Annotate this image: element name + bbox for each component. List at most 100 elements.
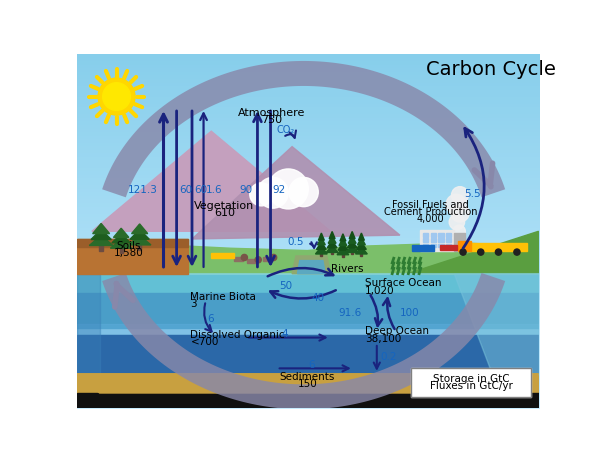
Polygon shape [358,234,364,241]
Text: Cement Production: Cement Production [384,207,478,217]
Text: Sediments: Sediments [280,371,335,381]
Polygon shape [77,293,539,328]
Circle shape [255,257,262,263]
FancyBboxPatch shape [412,369,531,397]
Polygon shape [91,230,112,240]
Polygon shape [439,239,444,242]
Text: 121.3: 121.3 [128,185,158,195]
Text: 92: 92 [273,185,286,195]
Polygon shape [326,246,338,253]
Polygon shape [423,244,428,248]
Polygon shape [192,147,400,240]
Circle shape [449,215,464,230]
Polygon shape [320,253,322,257]
Circle shape [103,84,130,111]
Polygon shape [130,230,149,240]
Text: 91.6: 91.6 [338,308,361,318]
Polygon shape [351,252,353,255]
Text: 1,580: 1,580 [114,247,144,257]
Text: 4: 4 [281,328,288,338]
Polygon shape [431,244,436,248]
Polygon shape [317,238,325,245]
Polygon shape [77,393,539,409]
Polygon shape [361,253,362,257]
Text: 0.5: 0.5 [287,237,304,247]
Text: 100: 100 [400,308,419,318]
Polygon shape [346,246,358,253]
Circle shape [241,255,247,261]
Polygon shape [77,324,539,336]
Polygon shape [439,244,444,248]
Polygon shape [247,259,257,263]
Polygon shape [233,257,243,261]
Polygon shape [329,232,335,239]
Polygon shape [128,236,151,246]
Polygon shape [340,234,346,241]
Text: Deep Ocean: Deep Ocean [365,325,429,335]
Text: 50: 50 [279,280,292,291]
Polygon shape [110,240,132,249]
Polygon shape [356,247,367,254]
Text: 1.6: 1.6 [206,185,223,195]
Polygon shape [356,243,367,250]
Circle shape [451,204,469,223]
Circle shape [98,79,135,116]
Polygon shape [292,257,331,274]
Polygon shape [77,274,100,374]
Polygon shape [342,254,344,257]
Polygon shape [100,244,103,251]
Text: Atmosphere: Atmosphere [238,108,305,118]
Circle shape [268,169,308,209]
Text: Vegetation: Vegetation [194,201,254,211]
Polygon shape [339,239,347,246]
Polygon shape [358,238,365,245]
Polygon shape [454,274,539,374]
Circle shape [289,178,318,207]
Text: 0.2: 0.2 [380,351,397,361]
Circle shape [478,249,484,256]
Polygon shape [77,240,188,274]
Text: 4,000: 4,000 [417,214,445,224]
Polygon shape [77,374,539,393]
Polygon shape [89,236,113,246]
Text: 3: 3 [190,298,197,308]
Text: Soils: Soils [116,241,141,251]
Text: 90: 90 [239,185,252,195]
Polygon shape [328,236,336,244]
Text: Fluxes in GtC/yr: Fluxes in GtC/yr [430,381,513,391]
Polygon shape [349,232,355,239]
Text: <700: <700 [190,336,219,346]
Circle shape [250,184,273,207]
Text: 610: 610 [214,207,235,218]
Polygon shape [77,274,539,293]
Polygon shape [446,233,451,237]
Polygon shape [263,257,272,261]
Text: Dissolved Organic: Dissolved Organic [190,329,285,339]
Polygon shape [440,246,457,250]
Circle shape [460,249,466,256]
Polygon shape [92,224,110,234]
Polygon shape [423,239,428,242]
Polygon shape [77,243,539,274]
Circle shape [514,249,520,256]
Polygon shape [113,229,129,238]
Polygon shape [319,234,325,241]
Polygon shape [423,233,428,237]
Polygon shape [446,244,451,248]
Text: Fossil Fuels and: Fossil Fuels and [392,200,469,210]
Text: Storage in GtC: Storage in GtC [433,373,510,383]
Polygon shape [211,253,235,259]
Text: 750: 750 [261,115,282,124]
Polygon shape [138,244,141,250]
Text: 6: 6 [208,313,214,323]
Polygon shape [348,236,356,244]
Text: 6: 6 [308,359,314,369]
Polygon shape [77,336,539,374]
Polygon shape [439,233,444,237]
Polygon shape [446,239,451,242]
Circle shape [451,187,469,204]
Circle shape [496,249,502,256]
Polygon shape [469,243,527,251]
Polygon shape [331,252,333,255]
Polygon shape [347,241,357,248]
